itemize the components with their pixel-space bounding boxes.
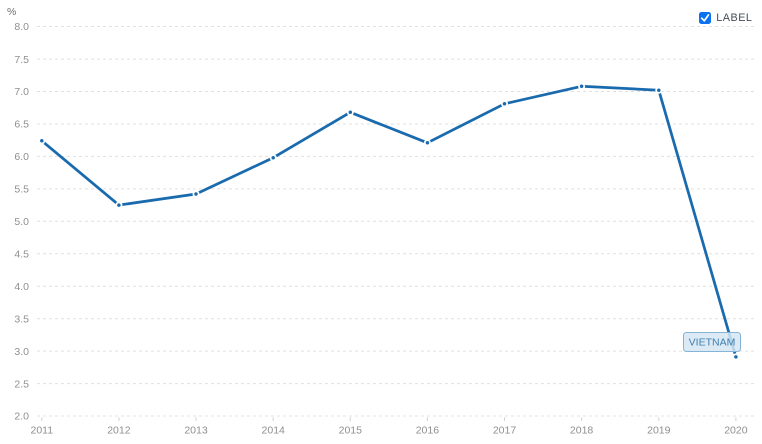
- svg-text:3.5: 3.5: [14, 313, 29, 325]
- svg-text:2020: 2020: [724, 425, 748, 437]
- svg-text:4.5: 4.5: [14, 249, 29, 261]
- svg-text:2013: 2013: [184, 425, 208, 437]
- svg-text:2016: 2016: [416, 425, 440, 437]
- svg-text:2015: 2015: [339, 425, 363, 437]
- svg-text:2014: 2014: [262, 425, 286, 437]
- svg-text:5.0: 5.0: [14, 216, 29, 228]
- svg-text:5.5: 5.5: [14, 184, 29, 196]
- svg-text:7.0: 7.0: [14, 86, 29, 98]
- svg-text:2.5: 2.5: [14, 378, 29, 390]
- svg-text:2017: 2017: [493, 425, 517, 437]
- svg-text:2012: 2012: [107, 425, 131, 437]
- svg-text:2019: 2019: [647, 425, 671, 437]
- svg-text:2011: 2011: [31, 425, 54, 437]
- svg-text:2018: 2018: [570, 425, 594, 437]
- svg-text:7.5: 7.5: [14, 54, 29, 66]
- svg-text:%: %: [7, 6, 16, 18]
- svg-text:8.0: 8.0: [14, 21, 29, 33]
- svg-text:6.0: 6.0: [14, 151, 29, 163]
- svg-text:VIETNAM: VIETNAM: [689, 337, 736, 349]
- svg-text:LABEL: LABEL: [716, 12, 752, 24]
- svg-text:4.0: 4.0: [14, 281, 29, 293]
- svg-text:6.5: 6.5: [14, 119, 29, 131]
- svg-text:2.0: 2.0: [14, 411, 29, 423]
- svg-text:3.0: 3.0: [14, 346, 29, 358]
